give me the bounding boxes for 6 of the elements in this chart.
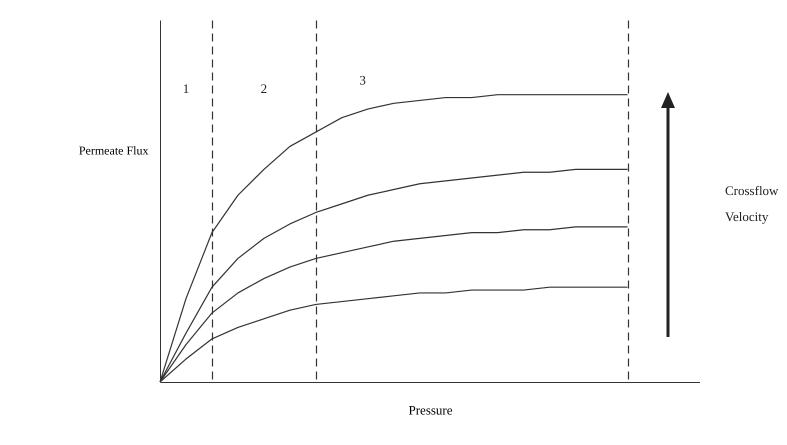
- x-axis-title: Pressure: [408, 402, 453, 418]
- text: Crossflow Velocity: [725, 182, 778, 226]
- y-axis-title: Permeate Flux: [78, 144, 148, 158]
- text: 3: [359, 72, 366, 88]
- annotation: 2: [260, 80, 268, 96]
- annotation: 1: [182, 80, 190, 96]
